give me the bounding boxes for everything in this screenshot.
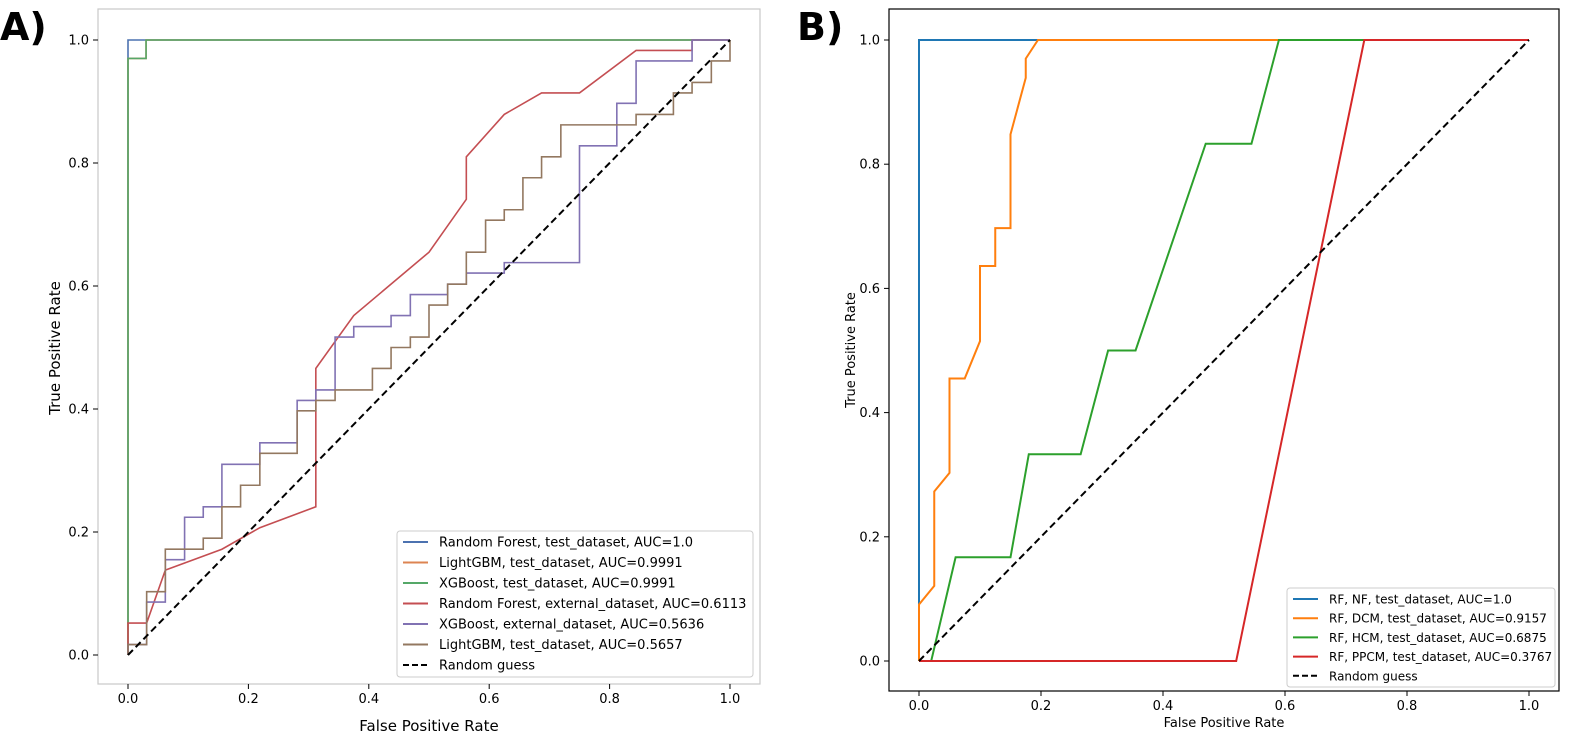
panel-a-y-tick-label: 0.0 xyxy=(68,649,89,664)
panel-a-legend-box xyxy=(396,530,754,678)
panel-b-y-tick-label: 0.4 xyxy=(859,406,880,421)
panel-a-series-line-5 xyxy=(127,40,731,655)
panel-b-y-tick-label: 1.0 xyxy=(859,34,880,49)
panel-a-series-line-2 xyxy=(127,39,730,655)
panel-b-series-line-1 xyxy=(918,39,1529,661)
panel-a-x-tick-label: 0.0 xyxy=(118,692,139,707)
panel-b-legend-label-1: RF, DCM, test_dataset, AUC=0.9157 xyxy=(1329,612,1547,626)
panel-b-legend-box xyxy=(1286,587,1556,688)
panel-a-y-tick-label: 0.6 xyxy=(68,280,89,295)
panel-a-legend-label-3: Random Forest, external_dataset, AUC=0.6… xyxy=(439,597,746,612)
panel-b-legend-label-3: RF, PPCM, test_dataset, AUC=0.3767 xyxy=(1329,650,1552,664)
panel-a-x-tick-label: 0.4 xyxy=(358,692,379,707)
panel-a-legend-label-5: LightGBM, test_dataset, AUC=0.5657 xyxy=(439,638,683,653)
panel-b-x-tick-label: 0.4 xyxy=(1153,699,1174,714)
panel-b-legend-label-2: RF, HCM, test_dataset, AUC=0.6875 xyxy=(1329,631,1547,645)
panel-a-legend-label-1: LightGBM, test_dataset, AUC=0.9991 xyxy=(439,556,683,571)
panel-a-y-tick-label: 0.4 xyxy=(68,403,89,418)
panel-b-x-tick-label: 1.0 xyxy=(1519,699,1540,714)
panel-b-legend-label-4: Random guess xyxy=(1329,669,1418,683)
panel-b-series-line-3 xyxy=(919,39,1529,662)
panel-a-legend-label-2: XGBoost, test_dataset, AUC=0.9991 xyxy=(439,577,676,592)
panel-b-y-tick-label: 0.0 xyxy=(859,655,880,670)
panel-a-x-axis-label: False Positive Rate xyxy=(359,717,498,735)
panel-a-series-line-6 xyxy=(127,39,731,656)
panel-a-y-tick-label: 0.2 xyxy=(68,526,89,541)
chart-panel-a: 0.0 0.2 0.4 0.6 0.8 1.0 0.0 0.2 0.4 0.6 0.8 1.0 Rand… xyxy=(68,8,761,707)
panel-b-x-tick-label: 0.0 xyxy=(909,699,930,714)
panel-a-axes-frame xyxy=(97,8,761,685)
panel-b-x-tick-label: 0.6 xyxy=(1275,699,1296,714)
panel-a-y-tick-label: 1.0 xyxy=(68,34,89,49)
panel-a-y-axis-label: True Positive Rate xyxy=(46,281,64,416)
chart-panel-b: 0.0 0.2 0.4 0.6 0.8 1.0 0.0 0.2 0.4 0.6 0.8 1.0 RF, … xyxy=(859,8,1560,714)
panel-a-legend: Random Forest, test_dataset, AUC=1.0 Ligh… xyxy=(396,530,754,678)
panel-b-x-axis-label: False Positive Rate xyxy=(1164,716,1285,731)
panel-b-y-tick-label: 0.6 xyxy=(859,282,880,297)
panel-b-y-tick-label: 0.8 xyxy=(859,158,880,173)
panel-a-x-tick-label: 1.0 xyxy=(720,692,741,707)
panel-b-y-tick-label: 0.2 xyxy=(859,530,880,545)
panel-b-label: B) xyxy=(797,5,843,49)
panel-b-x-tick-label: 0.8 xyxy=(1397,699,1418,714)
panel-a-x-tick-label: 0.2 xyxy=(238,692,259,707)
panel-a-x-tick-label: 0.8 xyxy=(599,692,620,707)
panel-b-legend: RF, NF, test_dataset, AUC=1.0 RF, DCM, te… xyxy=(1286,587,1556,688)
panel-b-axes-frame xyxy=(888,8,1560,692)
panel-b-series-line-4 xyxy=(918,39,1530,662)
panel-a-legend-label-4: XGBoost, external_dataset, AUC=0.5636 xyxy=(439,618,704,633)
panel-a-series-line-4 xyxy=(127,39,730,655)
panel-a-legend-label-0: Random Forest, test_dataset, AUC=1.0 xyxy=(439,536,693,551)
panel-a-legend-label-6: Random guess xyxy=(439,659,535,674)
panel-a-label: A) xyxy=(0,5,47,49)
panel-b-series-line-2 xyxy=(919,39,1529,662)
panel-b-y-axis-label: True Positive Rate xyxy=(844,292,859,409)
panel-a-y-tick-label: 0.8 xyxy=(68,157,89,172)
panel-a-x-tick-label: 0.6 xyxy=(479,692,500,707)
panel-b-legend-label-0: RF, NF, test_dataset, AUC=1.0 xyxy=(1329,593,1512,607)
panel-b-x-tick-label: 0.2 xyxy=(1031,699,1052,714)
